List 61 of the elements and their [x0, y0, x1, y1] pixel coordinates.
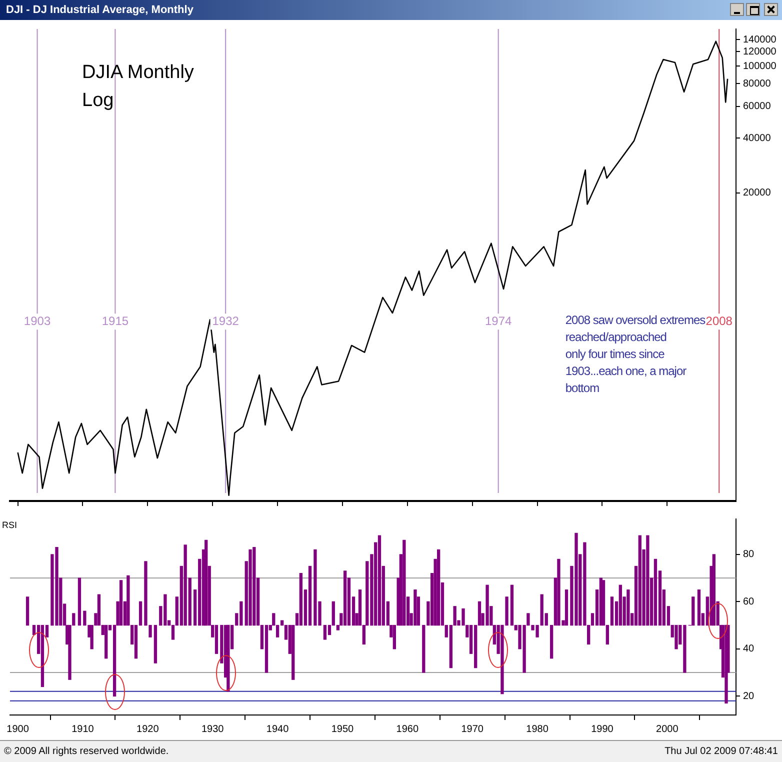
bar — [402, 540, 406, 626]
annotation: 2008 saw oversold extremes reached/approached only four times since 1903...each one, a major bottom — [565, 312, 706, 398]
bar — [252, 547, 256, 626]
bar — [26, 596, 30, 626]
ref-line-label: 1915 — [102, 314, 129, 328]
ref-line-label: 1974 — [484, 314, 512, 328]
bar — [564, 590, 568, 626]
bar — [654, 558, 658, 626]
bar — [264, 624, 268, 673]
bar — [692, 596, 695, 626]
bar — [712, 554, 716, 626]
bar — [154, 624, 158, 664]
x-tick-label: 1990 — [591, 724, 614, 735]
text: © 2009 All rights reserved worldwide. — [4, 745, 169, 759]
bar — [674, 624, 678, 650]
bar — [214, 624, 218, 654]
y-axis-title: RSI — [2, 520, 18, 530]
bar — [638, 535, 642, 626]
y-tick-label: 140000 — [743, 34, 777, 46]
bar — [248, 549, 252, 626]
bar — [226, 624, 230, 692]
bar — [204, 540, 208, 626]
y-tick-label: 60000 — [743, 101, 772, 112]
ref-line-label: 1903 — [24, 314, 51, 328]
x-tick-label: 1940 — [266, 724, 290, 735]
ref-line-label: 2008 — [706, 314, 733, 328]
x-tick-label: 1980 — [526, 724, 549, 735]
bar — [119, 580, 123, 626]
chart-subtitle: DJI - DJ Industrial Average, Monthly — [0, 0, 782, 20]
bar — [104, 624, 108, 659]
ref-line-label: 1932 — [212, 314, 240, 328]
bar — [697, 590, 701, 626]
x-tick-label: 1960 — [396, 724, 419, 735]
bar — [646, 535, 650, 626]
x-tick-label: 1950 — [331, 724, 354, 735]
bar — [343, 570, 347, 626]
y-tick-label: 120000 — [743, 46, 777, 58]
text: DJIA Monthly Log — [82, 61, 194, 113]
x-tick-label: 1910 — [72, 724, 94, 735]
y-tick-label: 40000 — [743, 132, 772, 144]
y-tick-label: 20 — [743, 690, 755, 702]
bar — [323, 624, 327, 640]
bar — [626, 590, 630, 626]
bar — [618, 584, 622, 626]
bar — [414, 590, 417, 626]
x-tick-label: 1900 — [6, 724, 30, 735]
x-tick-label: 1920 — [136, 724, 160, 735]
y-tick-label: 80 — [743, 549, 755, 560]
y-tick-label: 20000 — [743, 188, 772, 199]
text: Thu Jul 02 2009 07:48:41 — [664, 745, 778, 759]
y-tick-label: 40 — [743, 644, 755, 655]
bar — [378, 535, 382, 626]
bar — [78, 578, 82, 626]
x-tick-label: 1930 — [201, 724, 224, 735]
y-tick-label: 60 — [743, 596, 755, 608]
y-tick-label: 80000 — [743, 78, 772, 90]
y-tick-label: 100000 — [743, 60, 777, 72]
x-tick-label: 1970 — [461, 724, 484, 735]
bar — [308, 566, 312, 626]
bar — [437, 549, 440, 626]
x-tick-label: 2000 — [656, 724, 679, 735]
